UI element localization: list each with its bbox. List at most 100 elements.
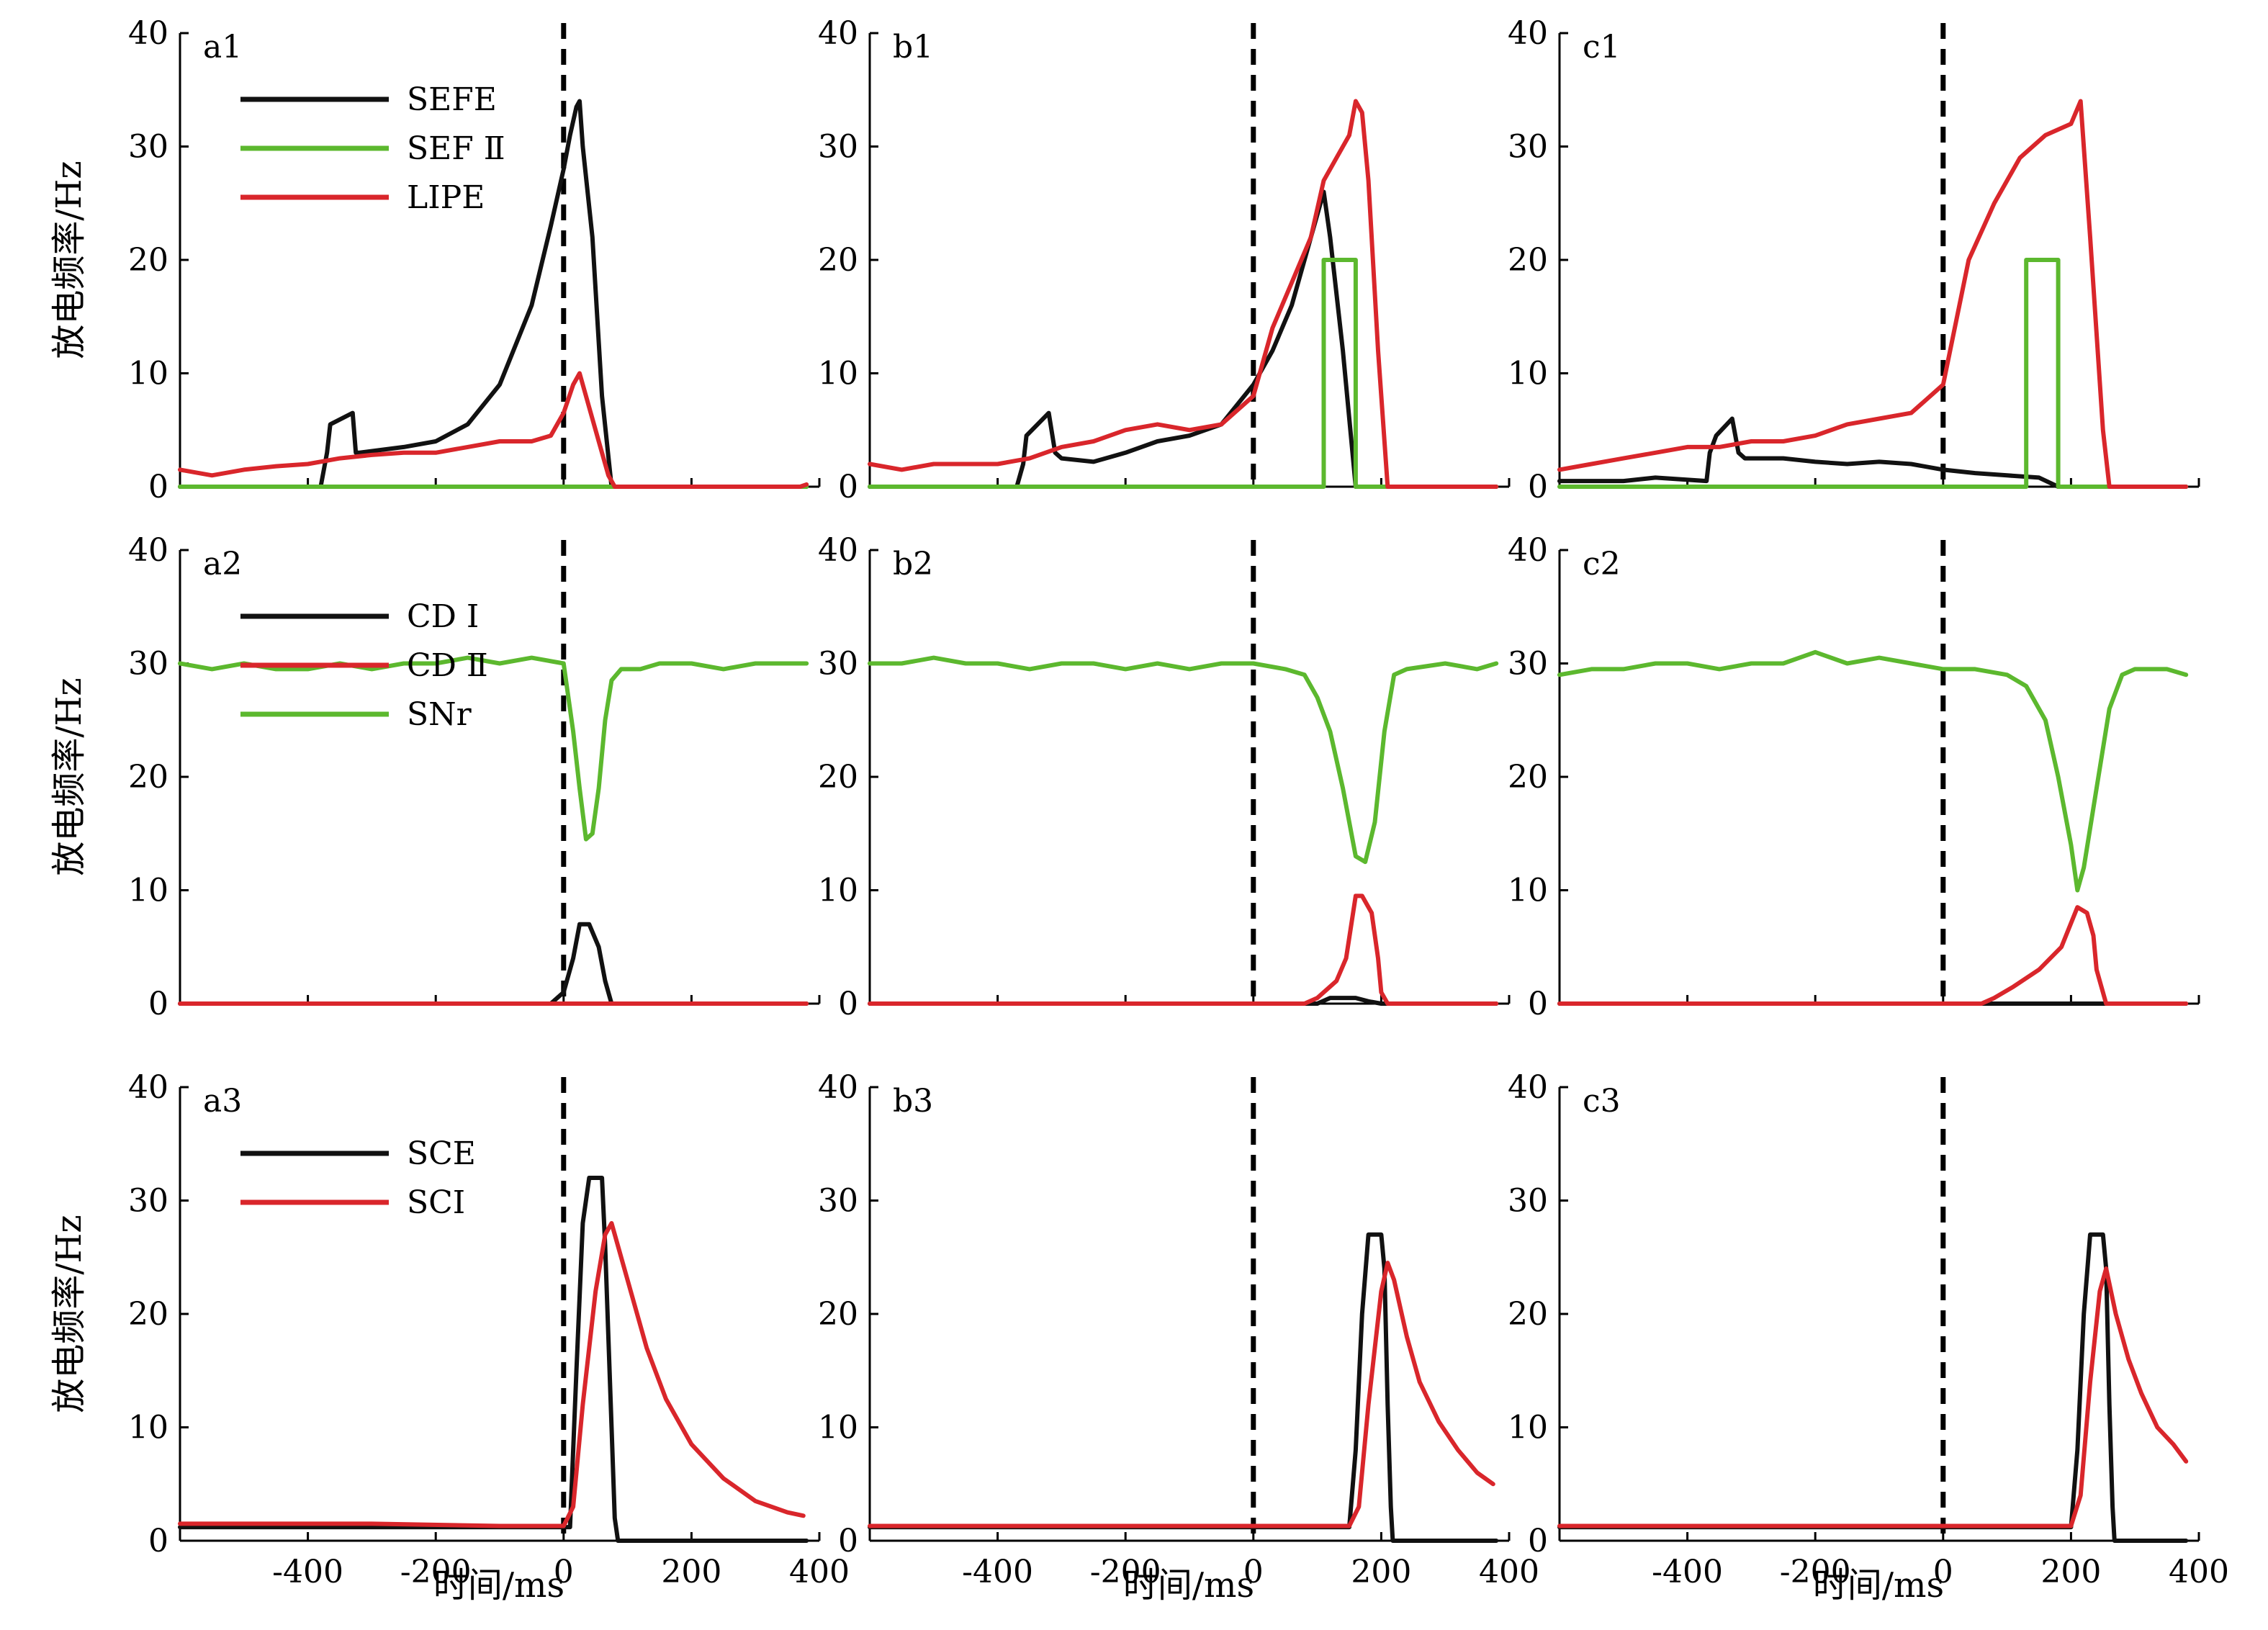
panel-c1: 0 10 20 30 40 c1 bbox=[1508, 15, 2200, 505]
y-tick-label: 30 bbox=[818, 129, 858, 166]
y-axis-title: 放电频率/Hz bbox=[49, 677, 89, 875]
panel-c2: 0 10 20 30 40 c2 bbox=[1508, 532, 2200, 1022]
x-tick-label: 0 bbox=[554, 1554, 574, 1590]
y-tick-label: 0 bbox=[1528, 469, 1548, 505]
series-line-SEF-Ⅱ bbox=[1557, 258, 2189, 489]
y-tick-label: 10 bbox=[128, 873, 168, 909]
y-tick-label: 30 bbox=[1508, 129, 1548, 166]
panel-label: b1 bbox=[893, 29, 933, 66]
panel-a1: 0 10 20 30 40 a1 SEFE SEF Ⅱ LIPE 放电频率/Hz bbox=[49, 15, 821, 505]
series-line-CD-Ⅰ bbox=[178, 922, 809, 1006]
legend-entry: SEFE bbox=[407, 81, 497, 118]
series-line-SCI bbox=[868, 1261, 1495, 1528]
x-tick-label: -200 bbox=[1090, 1554, 1161, 1590]
x-tick-label: 400 bbox=[2169, 1554, 2229, 1590]
y-tick-label: 20 bbox=[818, 1296, 858, 1333]
panel-label: c3 bbox=[1583, 1083, 1621, 1120]
y-tick-label: 0 bbox=[838, 986, 858, 1022]
y-tick-label: 10 bbox=[128, 356, 168, 392]
x-tick-label: 200 bbox=[1351, 1554, 1411, 1590]
y-tick-label: 40 bbox=[818, 1069, 858, 1106]
panel-label: a1 bbox=[203, 29, 242, 66]
y-tick-label: 20 bbox=[818, 242, 858, 279]
y-axis-title: 放电频率/Hz bbox=[49, 161, 89, 359]
y-tick-label: 0 bbox=[838, 469, 858, 505]
series-line-SEF-Ⅱ bbox=[868, 258, 1499, 489]
legend-entry: SCE bbox=[407, 1135, 476, 1172]
legend-entry: LIPE bbox=[407, 179, 485, 216]
panel-a3: 0 10 20 30 40 -400 -200 0 200 400 a3 SCE SCI 放电频率/Hz 时… bbox=[49, 1069, 850, 1606]
series-line-CD-Ⅰ bbox=[868, 996, 1499, 1006]
y-tick-label: 30 bbox=[818, 1183, 858, 1220]
y-tick-label: 40 bbox=[818, 15, 858, 52]
y-tick-label: 40 bbox=[128, 15, 168, 52]
y-tick-label: 0 bbox=[838, 1523, 858, 1559]
series-line-LIPE bbox=[1557, 99, 2189, 489]
y-tick-label: 20 bbox=[128, 759, 168, 796]
y-tick-label: 30 bbox=[128, 129, 168, 166]
legend-entry: SEF Ⅱ bbox=[407, 130, 505, 167]
series-line-SCE bbox=[868, 1232, 1499, 1543]
series-line-SEFE bbox=[868, 189, 1499, 489]
panel-label: b2 bbox=[893, 546, 933, 582]
panel-label: c1 bbox=[1583, 29, 1621, 66]
series-line-SCE bbox=[1557, 1232, 2189, 1543]
y-axis-title: 放电频率/Hz bbox=[49, 1215, 89, 1413]
x-axis-title: 时间/ms bbox=[1123, 1565, 1254, 1606]
x-tick-label: -400 bbox=[1652, 1554, 1723, 1590]
panel-label: b3 bbox=[893, 1083, 933, 1120]
series-line-SNr bbox=[1557, 649, 2189, 893]
series-line-CD-Ⅱ bbox=[1557, 905, 2189, 1006]
x-tick-label: -400 bbox=[962, 1554, 1033, 1590]
y-tick-label: 0 bbox=[148, 986, 168, 1022]
panel-b1: 0 10 20 30 40 b1 bbox=[818, 15, 1511, 505]
x-tick-label: 0 bbox=[1933, 1554, 1953, 1590]
x-axis-title: 时间/ms bbox=[433, 1565, 564, 1606]
x-tick-label: 400 bbox=[1479, 1554, 1539, 1590]
series-line-SCE bbox=[178, 1176, 809, 1543]
y-tick-label: 0 bbox=[1528, 986, 1548, 1022]
x-tick-label: -400 bbox=[272, 1554, 343, 1590]
series-line-SNr bbox=[178, 655, 809, 842]
y-tick-label: 10 bbox=[818, 873, 858, 909]
x-tick-label: 0 bbox=[1243, 1554, 1264, 1590]
x-tick-label: 400 bbox=[789, 1554, 850, 1590]
legend-entry: CD Ⅱ bbox=[407, 647, 488, 684]
series-line-SEFE bbox=[178, 99, 809, 489]
y-tick-label: 20 bbox=[818, 759, 858, 796]
series-line-SCI bbox=[178, 1221, 806, 1528]
y-tick-label: 40 bbox=[818, 532, 858, 569]
y-tick-label: 10 bbox=[1508, 356, 1548, 392]
y-tick-label: 0 bbox=[148, 1523, 168, 1559]
y-tick-label: 30 bbox=[1508, 646, 1548, 683]
x-axis-title: 时间/ms bbox=[1813, 1565, 1944, 1606]
y-tick-label: 10 bbox=[128, 1410, 168, 1446]
y-tick-label: 10 bbox=[1508, 873, 1548, 909]
x-tick-label: 200 bbox=[2040, 1554, 2101, 1590]
panel-label: c2 bbox=[1583, 546, 1621, 582]
y-tick-label: 30 bbox=[128, 646, 168, 683]
y-tick-label: 20 bbox=[128, 242, 168, 279]
x-tick-label: -200 bbox=[400, 1554, 472, 1590]
panel-b2: 0 10 20 30 40 b2 bbox=[818, 532, 1511, 1022]
panel-label: a2 bbox=[203, 546, 242, 582]
series-line-SNr bbox=[868, 655, 1499, 865]
y-tick-label: 0 bbox=[1528, 1523, 1548, 1559]
series-line-SCI bbox=[1557, 1266, 2189, 1528]
panel-c3: 0 10 20 30 40 -400 -200 0 200 400 c3 时间/ms bbox=[1508, 1069, 2229, 1606]
y-tick-label: 20 bbox=[1508, 1296, 1548, 1333]
y-tick-label: 20 bbox=[128, 1296, 168, 1333]
y-tick-label: 40 bbox=[128, 1069, 168, 1106]
legend-entry: CD Ⅰ bbox=[407, 598, 479, 635]
y-tick-label: 10 bbox=[818, 1410, 858, 1446]
legend-entry: SNr bbox=[407, 696, 472, 733]
series-line-LIPE bbox=[178, 371, 809, 489]
series-line-CD-Ⅱ bbox=[868, 893, 1499, 1006]
panel-a2: 0 10 20 30 40 a2 CD Ⅰ CD Ⅱ SNr 放电频率/Hz bbox=[49, 532, 821, 1022]
panel-label: a3 bbox=[203, 1083, 242, 1120]
x-tick-label: -200 bbox=[1780, 1554, 1851, 1590]
x-tick-label: 200 bbox=[661, 1554, 721, 1590]
series-line-LIPE bbox=[868, 99, 1499, 489]
y-tick-label: 30 bbox=[1508, 1183, 1548, 1220]
